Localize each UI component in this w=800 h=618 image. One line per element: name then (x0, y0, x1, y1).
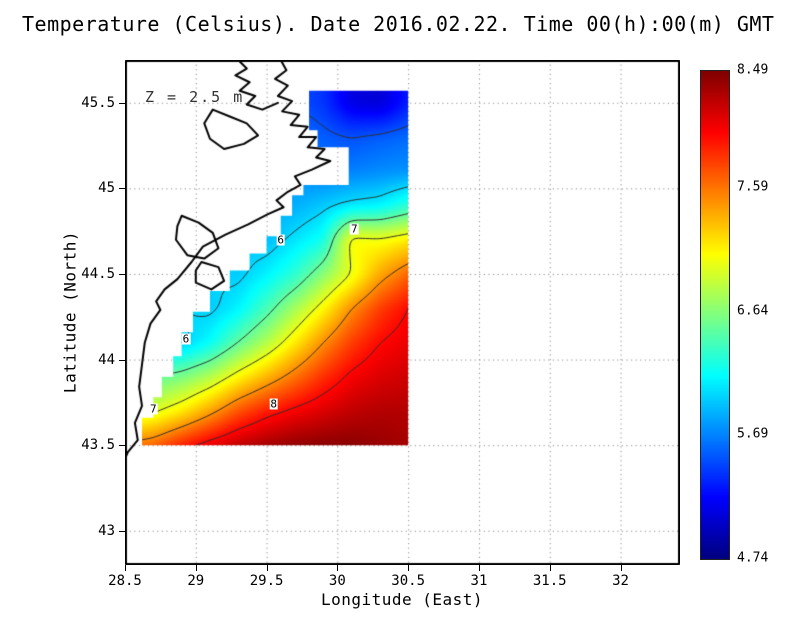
y-tick-mark (119, 188, 125, 190)
y-tick-mark (119, 530, 125, 532)
y-tick-label: 44 (98, 351, 115, 368)
colorbar-tick-label: 6.64 (737, 303, 769, 319)
x-tick-label: 31.5 (532, 573, 567, 589)
x-tick-label: 30 (328, 573, 346, 589)
x-tick-label: 29.5 (249, 573, 284, 589)
y-tick-mark (119, 445, 125, 447)
contour-label: 7 (149, 402, 158, 416)
plot-area: Z = 2.5 m 6 7 6 7 8 (125, 60, 680, 565)
x-tick-label: 29 (187, 573, 205, 589)
depth-annotation: Z = 2.5 m (145, 88, 245, 106)
y-tick-label: 45.5 (81, 94, 115, 111)
x-tick-mark (408, 565, 410, 571)
y-tick-label: 45 (98, 180, 115, 197)
y-tick-label: 43 (98, 522, 115, 539)
colorbar-tick-label: 5.69 (737, 426, 769, 442)
contour-label: 8 (269, 397, 278, 411)
x-tick-mark (620, 565, 622, 571)
y-tick-label: 43.5 (81, 437, 115, 454)
temperature-heatmap-canvas (125, 60, 680, 565)
y-tick-mark (119, 102, 125, 104)
x-tick-label: 28.5 (108, 573, 142, 589)
x-tick-label: 32 (612, 573, 629, 589)
x-axis-title: Longitude (East) (320, 590, 484, 609)
contour-label: 6 (276, 233, 286, 247)
x-tick-label: 31 (470, 573, 488, 589)
x-tick-mark (549, 565, 551, 571)
y-tick-mark (119, 359, 125, 361)
y-tick-mark (119, 273, 125, 275)
x-tick-mark (195, 565, 197, 571)
x-tick-mark (125, 565, 126, 571)
y-tick-label: 44.5 (81, 265, 115, 282)
colorbar-tick-label: 4.74 (737, 550, 769, 566)
plot-title: Temperature (Celsius). Date 2016.02.22. … (22, 12, 775, 36)
contour-label: 7 (350, 222, 359, 236)
colorbar-tick-label: 7.59 (737, 179, 769, 195)
x-tick-mark (337, 565, 339, 571)
colorbar-tick-label: 8.49 (737, 62, 769, 78)
contour-label: 6 (181, 332, 191, 346)
x-tick-label: 30.5 (391, 573, 426, 589)
y-axis-title: Latitude (North) (60, 230, 80, 394)
colorbar (700, 70, 730, 560)
x-tick-mark (266, 565, 268, 571)
x-tick-mark (478, 565, 480, 571)
